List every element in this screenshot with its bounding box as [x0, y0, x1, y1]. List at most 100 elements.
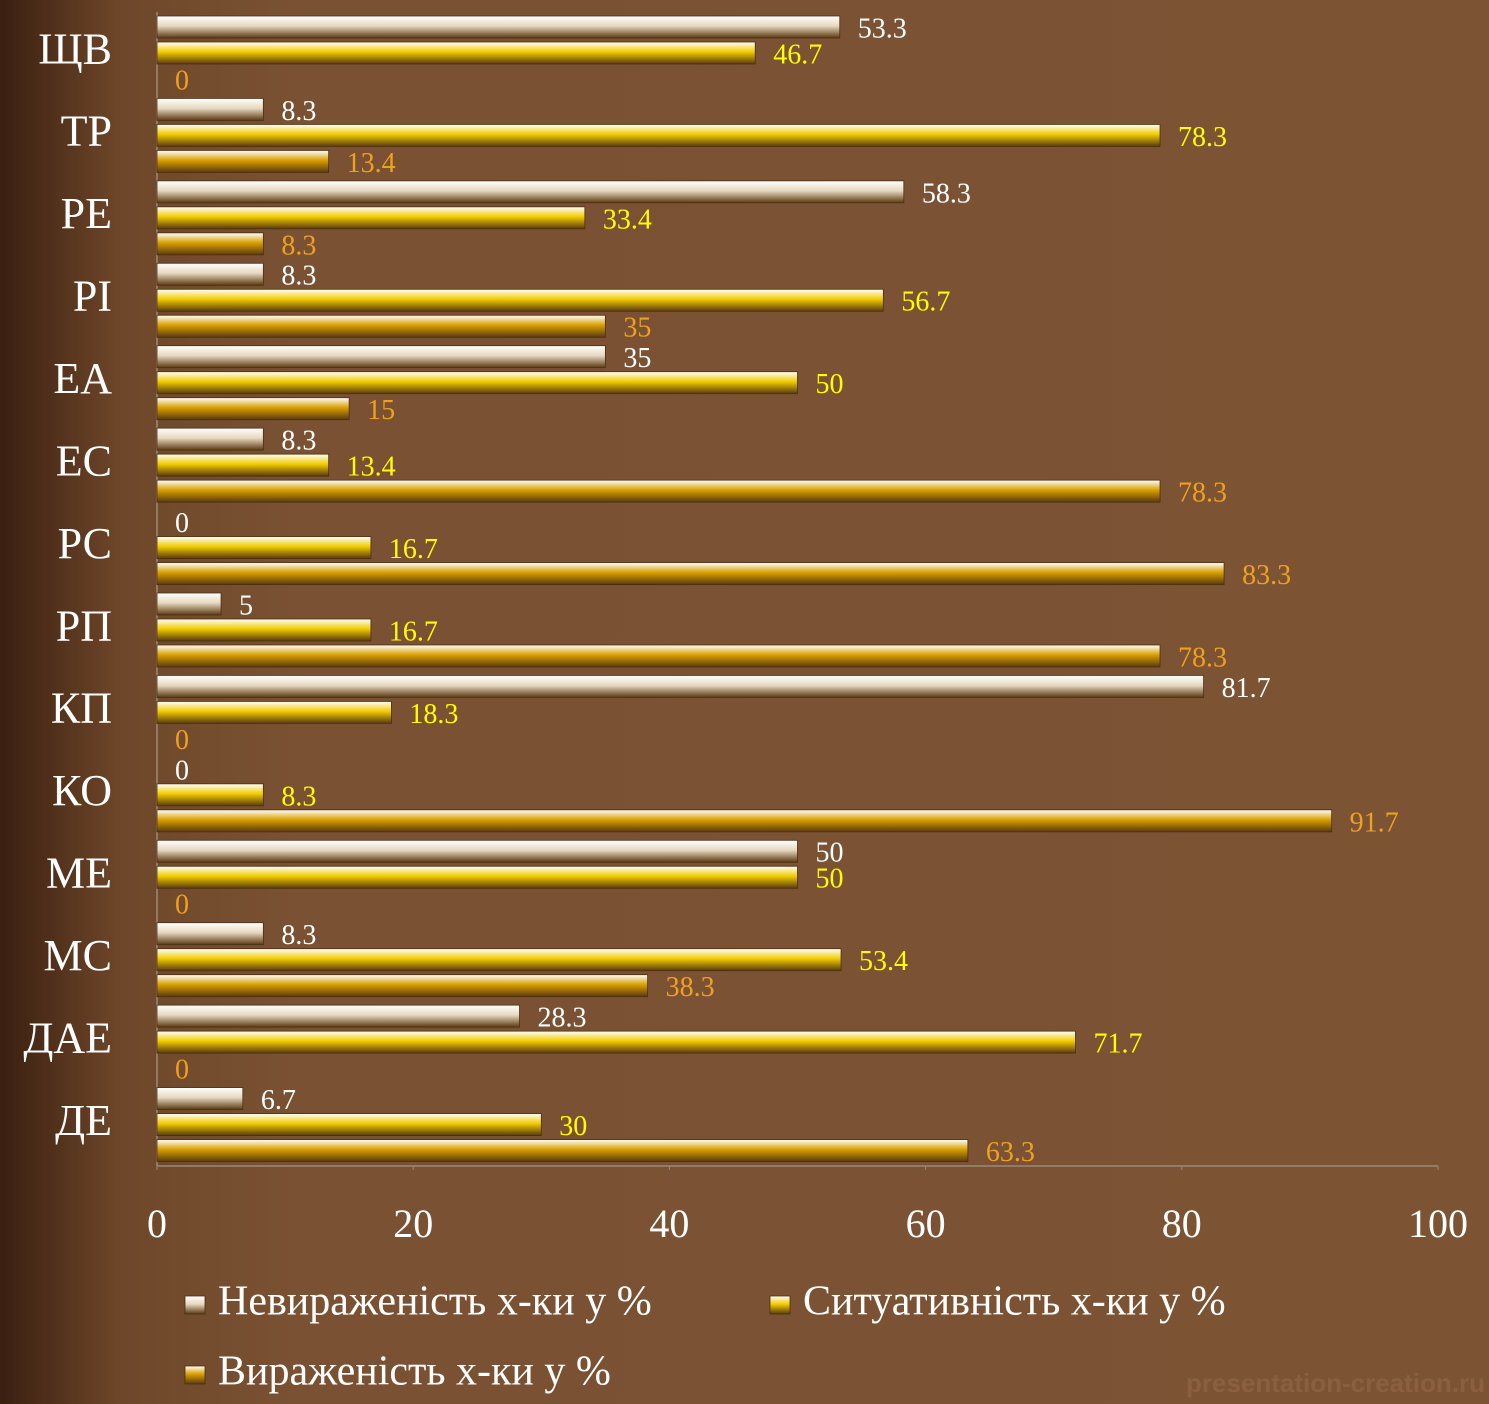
value-label: 78.3: [1178, 122, 1227, 153]
bar: [156, 262, 264, 286]
y-tick-label: МС: [44, 931, 112, 980]
value-label: 35: [623, 343, 651, 374]
y-tick-label: РС: [58, 519, 112, 568]
bar: [156, 479, 1161, 503]
y-tick-label: ДАЕ: [23, 1013, 112, 1062]
value-label: 8.3: [281, 426, 316, 457]
legend-marker: [184, 1295, 206, 1315]
bar: [156, 839, 798, 863]
bar: [156, 314, 606, 338]
y-tick-label: МЕ: [46, 849, 112, 898]
x-tick-label: 40: [649, 1201, 689, 1246]
bar: [156, 618, 372, 642]
value-label: 46.7: [773, 39, 822, 70]
value-label: 16.7: [389, 534, 438, 565]
value-label: 50: [816, 369, 844, 400]
bar: [156, 397, 350, 421]
bar: [156, 124, 1161, 147]
bar: [156, 1087, 244, 1110]
value-label: 0: [175, 65, 189, 96]
bar: [156, 1139, 969, 1162]
bar: [156, 974, 649, 998]
bar: [156, 180, 905, 204]
y-tick-label: ЕС: [56, 436, 112, 485]
y-tick-label: РЕ: [61, 189, 112, 238]
value-label: 33.4: [603, 204, 652, 235]
y-tick-label: ЩВ: [38, 24, 112, 73]
x-tick-label: 100: [1408, 1201, 1468, 1246]
value-label: 8.3: [281, 230, 316, 261]
y-tick-label: ДЕ: [55, 1096, 112, 1145]
bar: [156, 922, 264, 946]
value-label: 8.3: [281, 781, 316, 812]
bar: [156, 1113, 542, 1136]
bar: [156, 98, 264, 121]
bar: [156, 592, 222, 616]
bar: [156, 865, 798, 889]
value-label: 0: [175, 1055, 189, 1086]
bar: [156, 345, 606, 369]
value-label: 8.3: [281, 920, 316, 951]
value-label: 30: [559, 1111, 587, 1142]
value-label: 6.7: [261, 1085, 296, 1116]
y-tick-label: РІ: [73, 272, 112, 321]
bar: [156, 562, 1225, 585]
value-label: 53.3: [858, 13, 907, 44]
value-label: 0: [175, 755, 189, 786]
bar: [156, 948, 842, 972]
y-tick-label: ТР: [61, 107, 112, 156]
value-label: 5: [239, 590, 253, 621]
value-label: 16.7: [389, 616, 438, 647]
bar: [156, 1030, 1076, 1054]
bar: [156, 371, 798, 395]
legend-label: Ситуативність х-ки у %: [803, 1279, 1226, 1325]
value-label: 81.7: [1222, 673, 1271, 704]
value-label: 53.4: [859, 946, 908, 977]
bar: [156, 675, 1204, 698]
bar: [156, 41, 756, 65]
value-label: 83.3: [1242, 560, 1291, 591]
y-tick-label: РП: [56, 601, 112, 650]
legend-marker: [769, 1295, 791, 1315]
value-label: 8.3: [281, 96, 316, 127]
value-label: 38.3: [666, 972, 715, 1003]
bar: [156, 288, 884, 312]
bar: [156, 536, 372, 559]
bar: [156, 644, 1161, 668]
y-tick-label: КО: [52, 766, 112, 815]
x-tick-label: 0: [147, 1201, 167, 1246]
bar: [156, 150, 330, 173]
value-label: 0: [175, 725, 189, 756]
bar: [156, 232, 264, 256]
value-label: 15: [367, 395, 395, 426]
value-label: 28.3: [538, 1003, 587, 1034]
value-label: 50: [816, 838, 844, 869]
value-label: 50: [816, 864, 844, 895]
watermark: presentation-creation.ru: [1186, 1368, 1485, 1398]
value-label: 56.7: [901, 287, 950, 318]
bar: [156, 427, 264, 451]
legend-marker: [184, 1365, 206, 1385]
value-label: 78.3: [1178, 642, 1227, 673]
bar: [156, 453, 330, 477]
legend-label: Невираженість х-ки у %: [218, 1279, 652, 1325]
x-tick-label: 20: [393, 1201, 433, 1246]
value-label: 0: [175, 508, 189, 539]
value-label: 8.3: [281, 261, 316, 292]
value-label: 91.7: [1350, 807, 1399, 838]
bar: [156, 206, 586, 230]
value-label: 71.7: [1093, 1029, 1142, 1060]
value-label: 13.4: [347, 452, 396, 483]
bar: [156, 701, 392, 724]
value-label: 78.3: [1178, 478, 1227, 509]
bar: [156, 809, 1333, 833]
bar: [156, 15, 841, 39]
value-label: 63.3: [986, 1137, 1035, 1168]
legend-label: Вираженість х-ки у %: [218, 1349, 611, 1395]
bar: [156, 783, 264, 807]
y-tick-label: ЕА: [53, 354, 112, 403]
value-label: 58.3: [922, 178, 971, 209]
y-tick-label: КП: [51, 684, 112, 733]
value-label: 35: [623, 313, 651, 344]
